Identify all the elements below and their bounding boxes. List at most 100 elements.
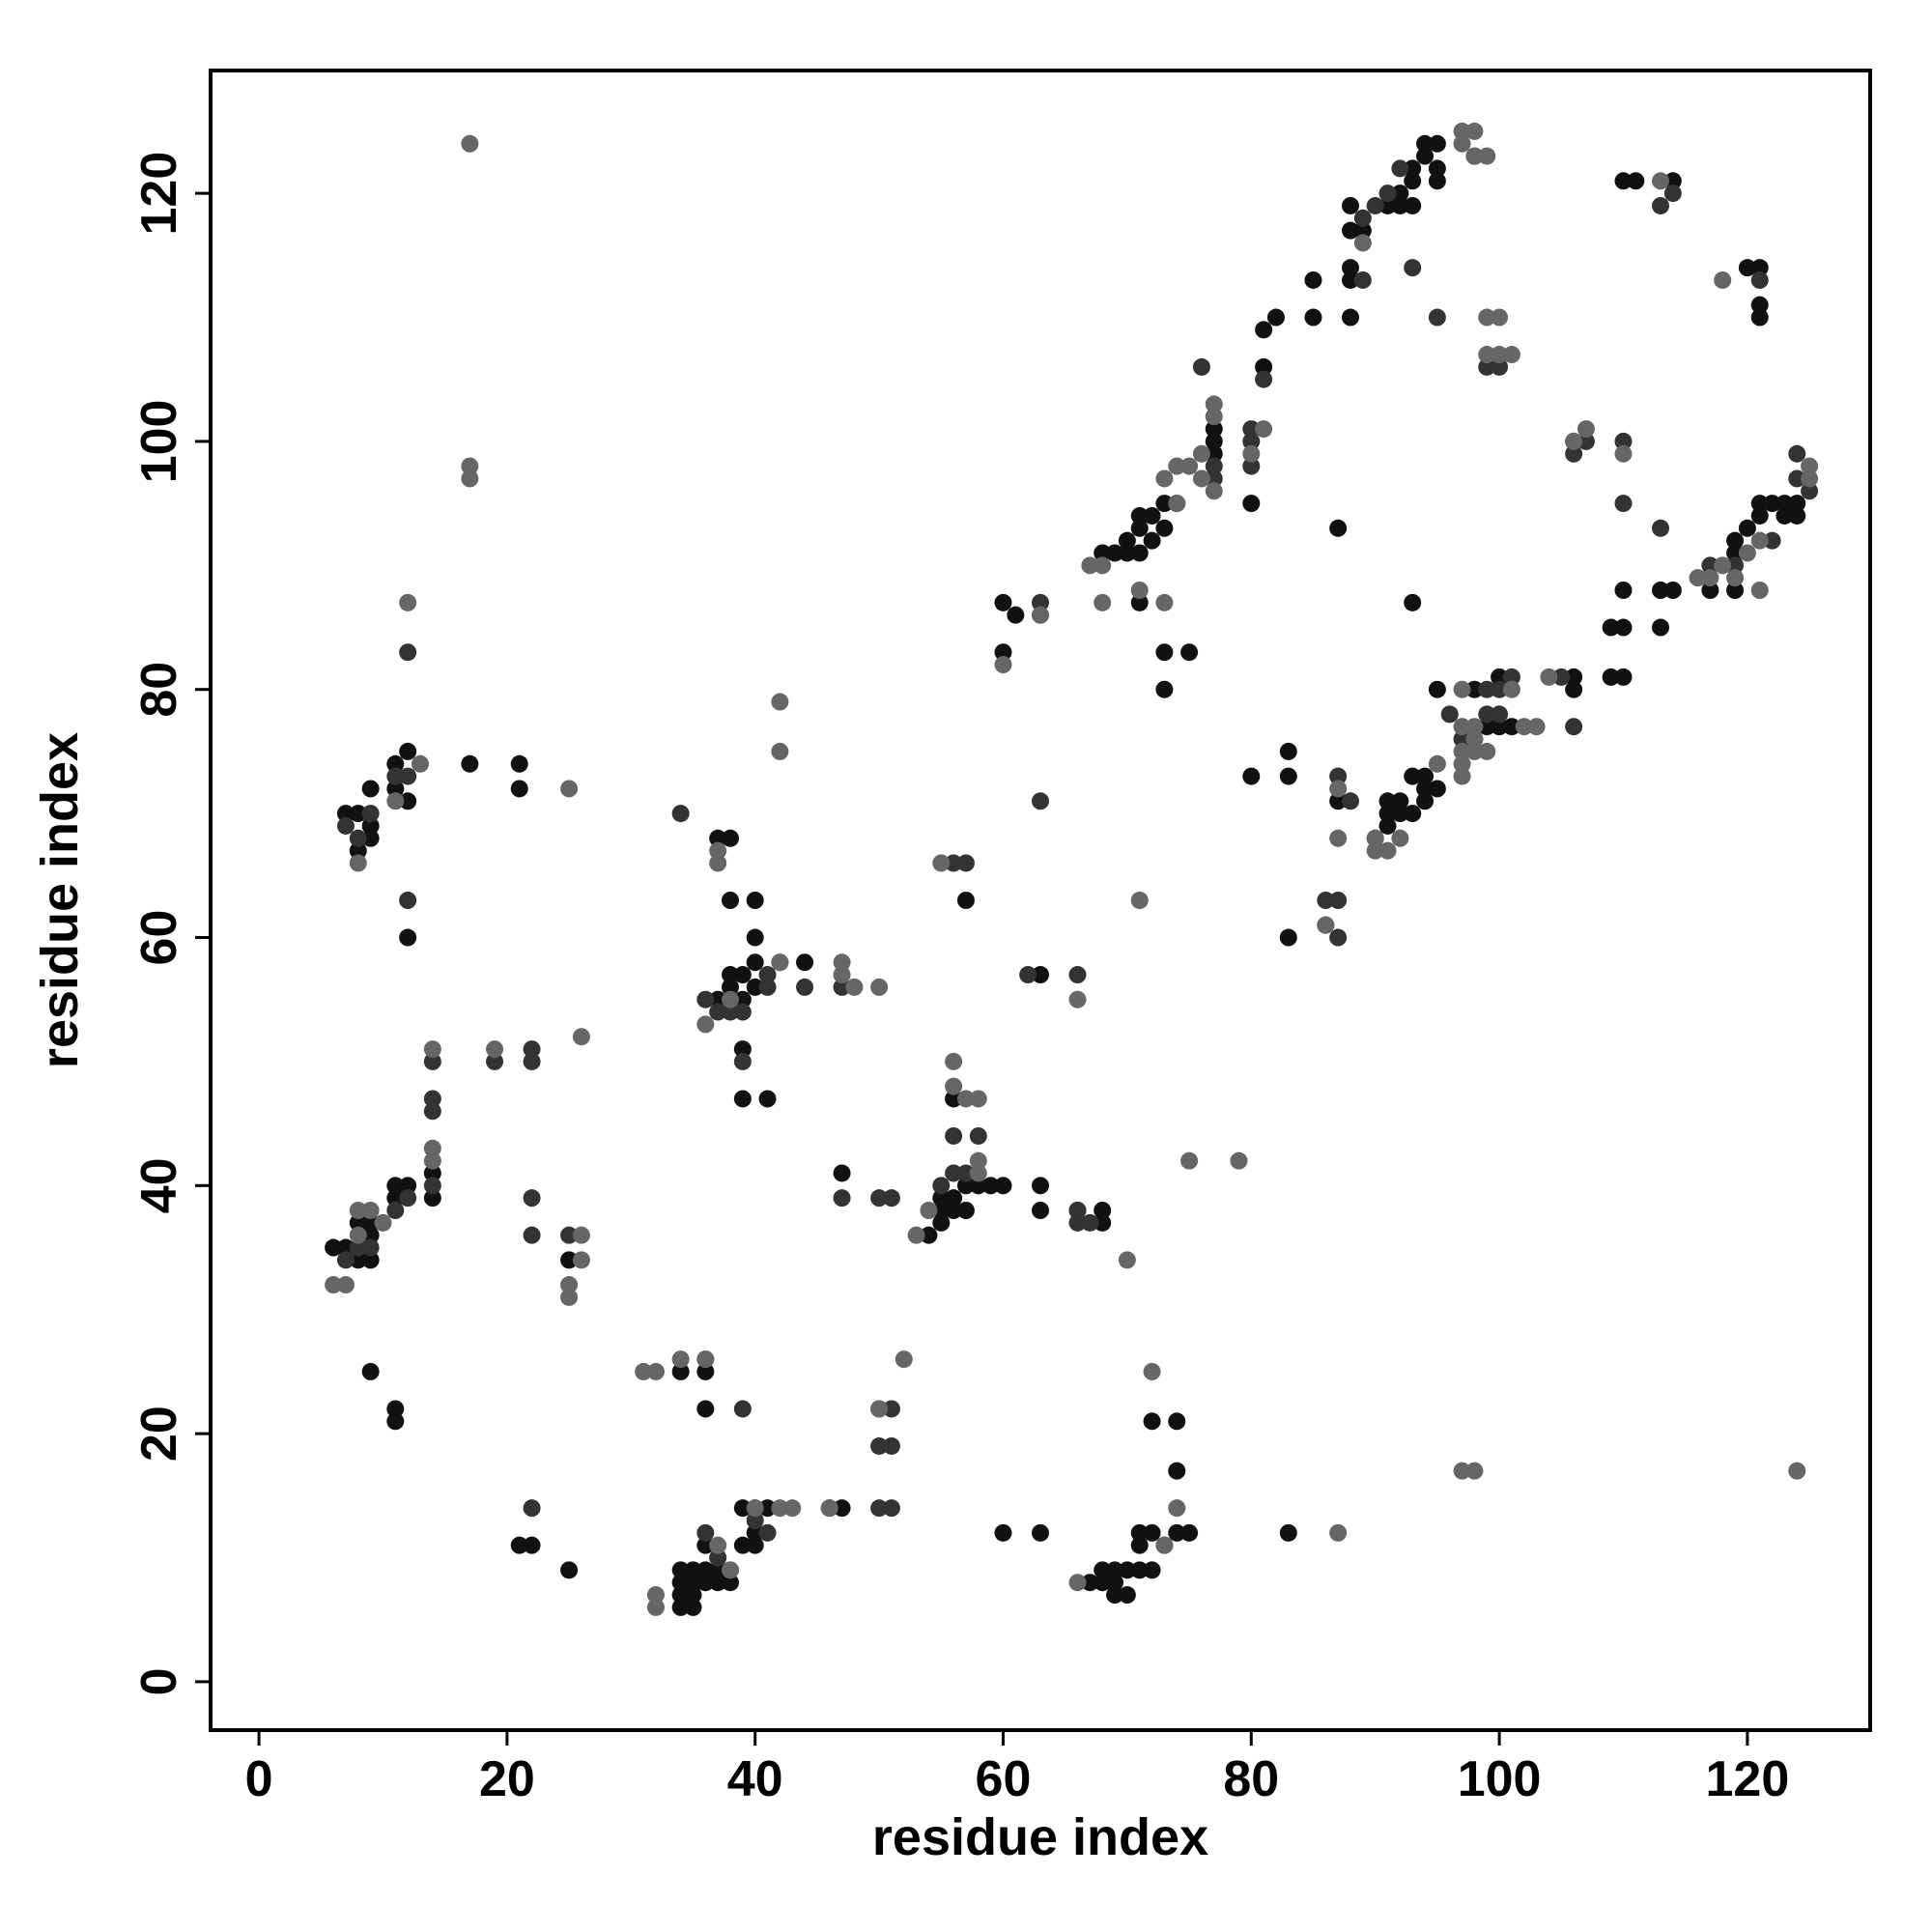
point [523, 1189, 541, 1208]
point [956, 1202, 975, 1220]
point [771, 693, 789, 711]
point [1565, 668, 1583, 686]
point [325, 1238, 343, 1257]
point [399, 792, 417, 810]
point [1428, 780, 1446, 798]
point [771, 953, 789, 972]
point [349, 1213, 367, 1232]
point [1763, 495, 1781, 513]
point [671, 1561, 690, 1579]
point [349, 805, 367, 823]
point [1081, 556, 1099, 575]
point [1391, 185, 1409, 203]
point [1168, 1412, 1186, 1431]
point [1750, 308, 1769, 327]
point [1279, 767, 1297, 785]
point [1130, 892, 1149, 909]
point [721, 990, 739, 1009]
point [1491, 705, 1509, 724]
point [696, 1400, 715, 1418]
point [1192, 444, 1210, 463]
point [796, 978, 814, 996]
point [1465, 147, 1484, 165]
point [994, 656, 1012, 674]
point [882, 1499, 900, 1518]
point [1428, 308, 1446, 327]
point [572, 1226, 590, 1244]
y-tick-label: 0 [131, 1667, 187, 1695]
point [349, 841, 367, 860]
point [1106, 1561, 1124, 1579]
point [361, 780, 380, 798]
point [1614, 432, 1633, 450]
point [1143, 506, 1161, 525]
point [1565, 718, 1583, 736]
point [709, 1536, 727, 1554]
point [1068, 966, 1087, 984]
point [1478, 705, 1496, 724]
point [956, 1177, 975, 1195]
point [1130, 544, 1149, 562]
point [709, 990, 727, 1009]
point [1118, 1586, 1136, 1605]
point [684, 1574, 702, 1592]
point [423, 1090, 441, 1108]
point [336, 1238, 355, 1257]
point [870, 978, 889, 996]
y-tick-label: 20 [131, 1406, 187, 1462]
point [932, 1202, 951, 1220]
point [1453, 134, 1471, 153]
point [1342, 221, 1360, 240]
point [1391, 805, 1409, 823]
point [510, 780, 528, 798]
point [1366, 829, 1384, 847]
point [1242, 457, 1261, 475]
point [336, 816, 355, 835]
point [709, 829, 727, 847]
point [349, 854, 367, 872]
point [696, 1536, 715, 1554]
point [1701, 556, 1719, 575]
point [1068, 990, 1087, 1009]
point [1416, 134, 1435, 153]
point [1342, 792, 1360, 810]
point [1788, 506, 1806, 525]
point [994, 1177, 1012, 1195]
point [1465, 1462, 1484, 1480]
point [461, 134, 479, 153]
point [969, 1164, 987, 1182]
point [646, 1362, 665, 1380]
point [956, 1164, 975, 1182]
point [1788, 495, 1806, 513]
point [399, 742, 417, 760]
point [1143, 1523, 1161, 1542]
point [994, 593, 1012, 611]
y-tick-label: 100 [131, 400, 187, 484]
point [1353, 270, 1372, 289]
point [423, 1052, 441, 1070]
point [1032, 1177, 1049, 1195]
point [1763, 531, 1781, 550]
point [1502, 680, 1520, 698]
point [1416, 792, 1435, 810]
point [386, 792, 405, 810]
y-tick-label: 80 [131, 662, 187, 718]
point [733, 1040, 752, 1059]
point [1614, 495, 1633, 513]
point [1478, 346, 1496, 364]
point [1378, 185, 1397, 203]
point [1205, 408, 1223, 426]
point [1565, 432, 1583, 450]
point [1032, 1523, 1049, 1542]
point [336, 805, 355, 823]
point [1094, 1213, 1112, 1232]
point [1801, 482, 1819, 500]
point [1515, 718, 1533, 736]
point [1192, 357, 1210, 376]
point [386, 780, 405, 798]
point [572, 1028, 590, 1046]
point [386, 1177, 405, 1195]
point [1726, 544, 1745, 562]
point [721, 829, 739, 847]
